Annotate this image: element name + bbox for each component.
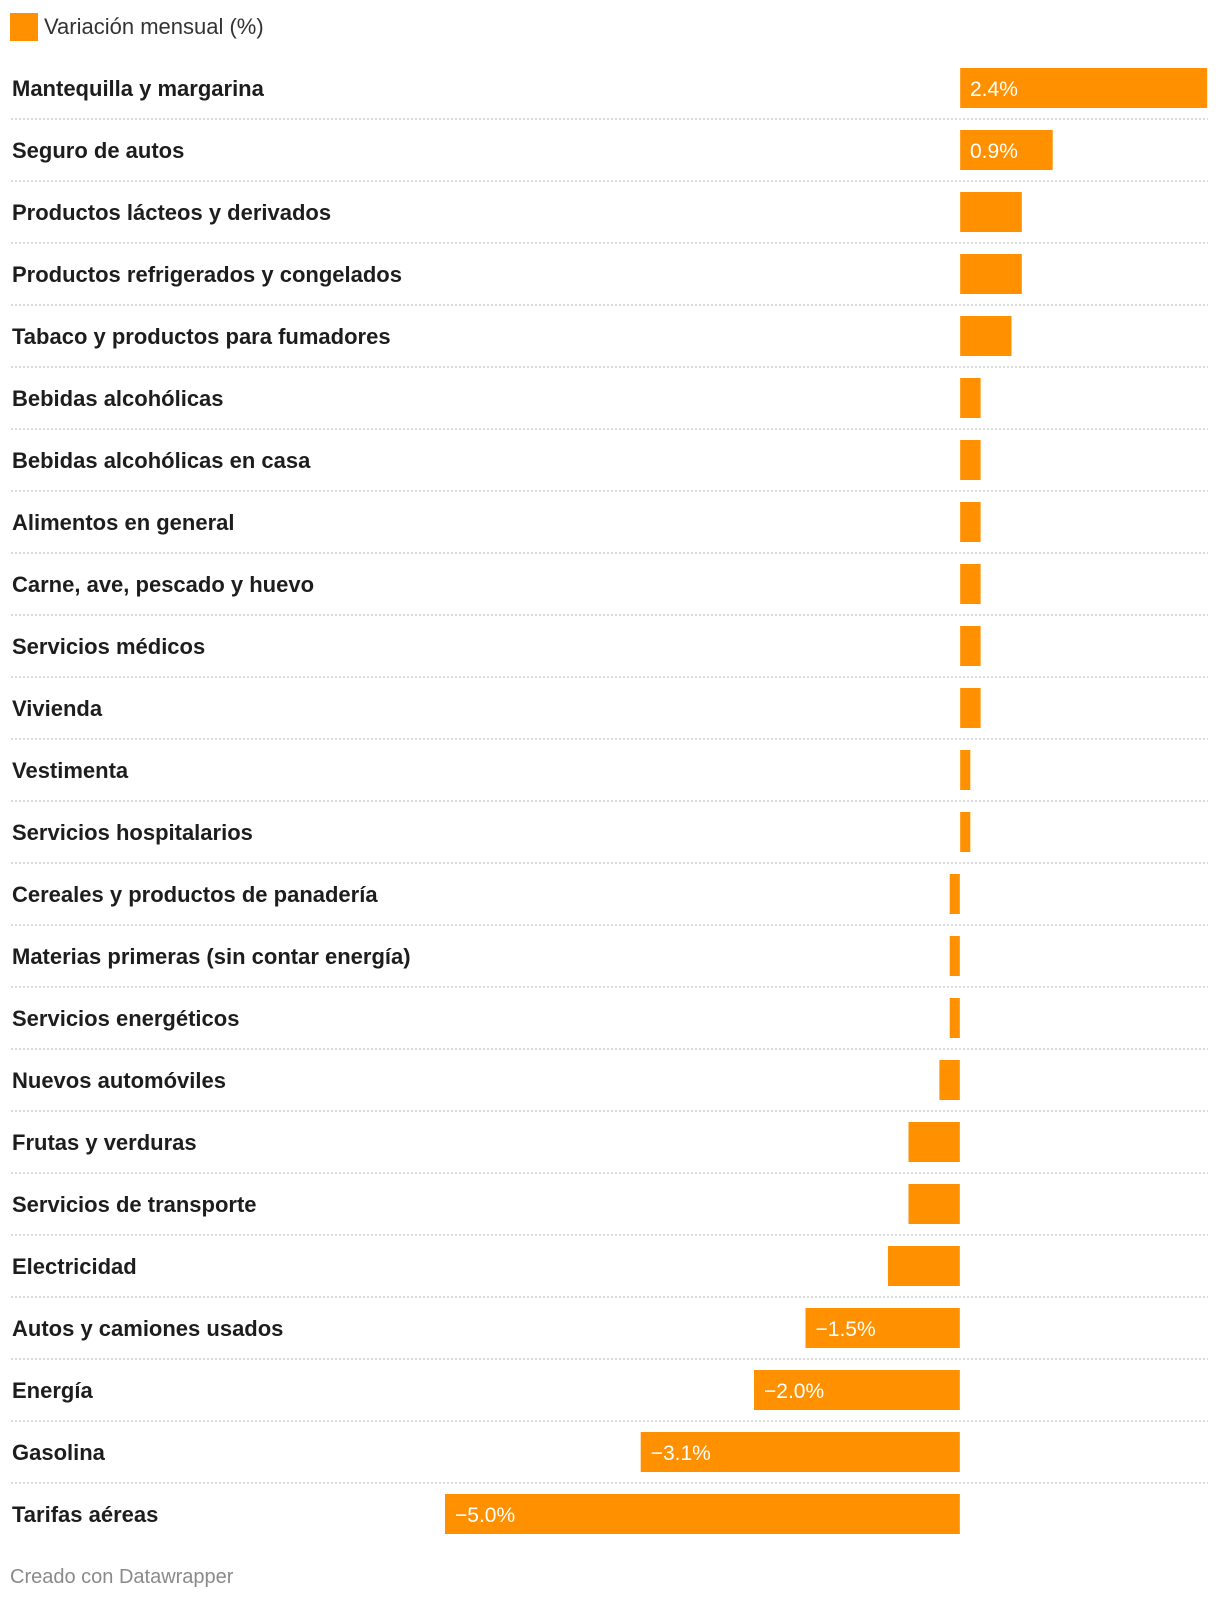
bar (949, 874, 960, 914)
legend-label: Variación mensual (%) (44, 14, 264, 39)
row-label: Vivienda (12, 696, 103, 721)
bar (960, 192, 1022, 232)
bar (960, 68, 1208, 108)
bar-value-label: 0.9% (970, 140, 1018, 163)
row-label: Bebidas alcohólicas en casa (12, 448, 311, 473)
bar (960, 378, 981, 418)
legend: Variación mensual (%) (10, 12, 264, 42)
bar (805, 1308, 960, 1348)
row-label: Productos lácteos y derivados (12, 200, 331, 225)
row-label: Seguro de autos (12, 138, 184, 163)
bar-value-label: −3.1% (651, 1442, 711, 1465)
bar (754, 1370, 960, 1410)
bar (960, 440, 981, 480)
row-label: Servicios hospitalarios (12, 820, 253, 845)
row-label: Materias primeras (sin contar energía) (12, 944, 411, 969)
footer-credit: Creado con Datawrapper (10, 1566, 234, 1588)
bar (960, 812, 971, 852)
row-label: Frutas y verduras (12, 1130, 197, 1155)
row-label: Gasolina (12, 1440, 106, 1465)
row-label: Electricidad (12, 1254, 137, 1279)
row-label: Bebidas alcohólicas (12, 386, 224, 411)
bar (960, 502, 981, 542)
bar (960, 626, 981, 666)
row-label: Servicios médicos (12, 634, 205, 659)
row-label: Tabaco y productos para fumadores (12, 324, 391, 349)
bar-value-label: −2.0% (764, 1380, 824, 1403)
bar (887, 1246, 960, 1286)
bar (939, 1060, 960, 1100)
row-label: Servicios energéticos (12, 1006, 239, 1031)
row-label: Servicios de transporte (12, 1192, 257, 1217)
bar (908, 1184, 960, 1224)
row-label: Tarifas aéreas (12, 1502, 158, 1527)
bar-value-label: 2.4% (970, 78, 1018, 101)
row-label: Alimentos en general (12, 510, 235, 535)
row-label: Carne, ave, pescado y huevo (12, 572, 314, 597)
bar-chart: Mantequilla y margarina 2.4% Seguro de aut… (11, 68, 1208, 1534)
bar (949, 998, 960, 1038)
bar (908, 1122, 960, 1162)
bar (960, 130, 1053, 170)
bar (445, 1494, 960, 1534)
bar (960, 688, 981, 728)
row-label: Autos y camiones usados (12, 1316, 283, 1341)
bar (960, 254, 1022, 294)
bar (960, 750, 971, 790)
bar (960, 316, 1012, 356)
row-label: Nuevos automóviles (12, 1068, 226, 1093)
row-label: Productos refrigerados y congelados (12, 262, 402, 287)
bar-value-label: −1.5% (816, 1318, 876, 1341)
bar-value-label: −5.0% (455, 1504, 515, 1527)
row-label: Energía (12, 1378, 93, 1403)
bar (640, 1432, 960, 1472)
bar (960, 564, 981, 604)
legend-swatch (10, 13, 38, 41)
row-label: Vestimenta (12, 758, 129, 783)
row-label: Mantequilla y margarina (12, 76, 265, 101)
row-label: Cereales y productos de panadería (12, 882, 378, 907)
bar (949, 936, 960, 976)
